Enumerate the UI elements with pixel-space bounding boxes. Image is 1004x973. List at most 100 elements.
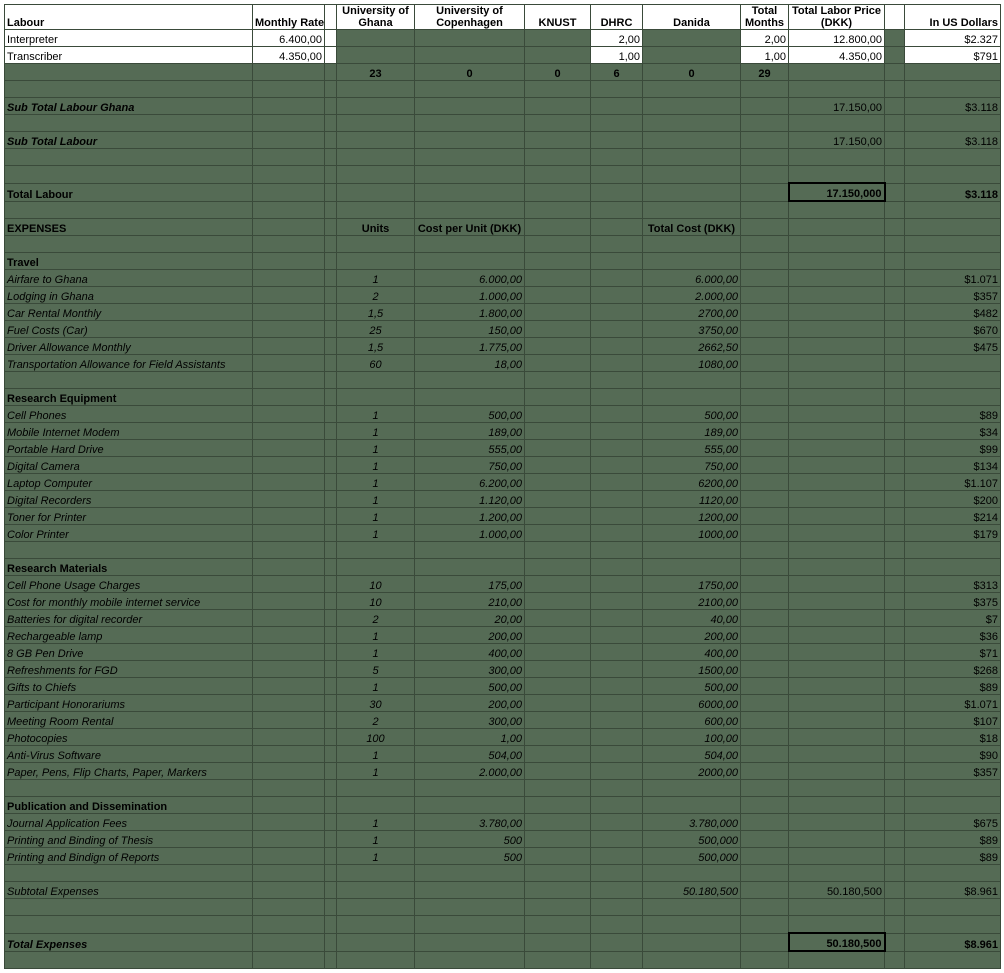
- labour-usd: $2.327: [905, 30, 1001, 47]
- expense-usd: $357: [905, 763, 1001, 780]
- expense-usd: $675: [905, 814, 1001, 831]
- expense-cpu: 555,00: [415, 440, 525, 457]
- expense-usd: $268: [905, 661, 1001, 678]
- expense-total-cost: 40,00: [643, 610, 741, 627]
- expense-label: Rechargeable lamp: [5, 627, 253, 644]
- expense-label: Anti-Virus Software: [5, 746, 253, 763]
- labour-months: 1,00: [741, 47, 789, 64]
- expense-usd: $1.107: [905, 474, 1001, 491]
- labour-price: 12.800,00: [789, 30, 885, 47]
- expense-cpu: 1.200,00: [415, 508, 525, 525]
- expense-total-cost: 2100,00: [643, 593, 741, 610]
- expense-usd: $670: [905, 321, 1001, 338]
- expense-units: 1: [337, 644, 415, 661]
- expense-units: 1: [337, 627, 415, 644]
- expense-cpu: 2.000,00: [415, 763, 525, 780]
- expense-label: Meeting Room Rental: [5, 712, 253, 729]
- expense-cpu: 504,00: [415, 746, 525, 763]
- col-total-cost: Total Cost (DKK): [643, 219, 741, 236]
- section-title: Research Materials: [5, 559, 253, 576]
- expense-label: Cell Phone Usage Charges: [5, 576, 253, 593]
- expense-label: 8 GB Pen Drive: [5, 644, 253, 661]
- expense-label: Fuel Costs (Car): [5, 321, 253, 338]
- expense-usd: $34: [905, 423, 1001, 440]
- expense-label: Lodging in Ghana: [5, 287, 253, 304]
- total-expenses-usd: $8.961: [905, 933, 1001, 951]
- expense-total-cost: 2.000,00: [643, 287, 741, 304]
- expenses-heading: EXPENSES: [5, 219, 253, 236]
- expense-total-cost: 555,00: [643, 440, 741, 457]
- expense-total-cost: 500,00: [643, 406, 741, 423]
- subtotal-expenses-usd: $8.961: [905, 882, 1001, 899]
- expense-units: 1: [337, 831, 415, 848]
- expense-total-cost: 500,000: [643, 831, 741, 848]
- sum-danida: 0: [643, 64, 741, 81]
- expense-units: 1: [337, 746, 415, 763]
- expense-usd: $36: [905, 627, 1001, 644]
- expense-total-cost: 1120,00: [643, 491, 741, 508]
- col-total-labor-price: Total Labor Price(DKK): [789, 5, 885, 30]
- expense-cpu: 500,00: [415, 406, 525, 423]
- expense-label: Transportation Allowance for Field Assis…: [5, 355, 253, 372]
- section-title: Research Equipment: [5, 389, 253, 406]
- expense-label: Printing and Binding of Thesis: [5, 831, 253, 848]
- expense-cpu: 200,00: [415, 627, 525, 644]
- expense-total-cost: 189,00: [643, 423, 741, 440]
- expense-usd: $475: [905, 338, 1001, 355]
- expense-units: 1: [337, 678, 415, 695]
- expense-units: 1: [337, 763, 415, 780]
- expense-units: 1: [337, 474, 415, 491]
- expense-units: 1: [337, 525, 415, 542]
- expense-usd: $71: [905, 644, 1001, 661]
- total-labour-usd: $3.118: [905, 183, 1001, 201]
- budget-table: LabourMonthly RateUniversity ofGhanaUniv…: [4, 4, 1001, 969]
- expense-usd: $107: [905, 712, 1001, 729]
- expense-cpu: 1.120,00: [415, 491, 525, 508]
- total-expenses-label: Total Expenses: [5, 933, 253, 951]
- expense-units: 10: [337, 593, 415, 610]
- subtotal-expenses-tcost: 50.180,500: [643, 882, 741, 899]
- expense-cpu: 3.780,00: [415, 814, 525, 831]
- expense-label: Journal Application Fees: [5, 814, 253, 831]
- labour-dhrc: 1,00: [591, 47, 643, 64]
- expense-total-cost: 1500,00: [643, 661, 741, 678]
- sum-dhrc: 6: [591, 64, 643, 81]
- subtotal-labour-ghana-usd: $3.118: [905, 98, 1001, 115]
- expense-total-cost: 504,00: [643, 746, 741, 763]
- total-expenses-price: 50.180,500: [789, 933, 885, 951]
- expense-total-cost: 1200,00: [643, 508, 741, 525]
- expense-cpu: 1.800,00: [415, 304, 525, 321]
- expense-cpu: 500: [415, 831, 525, 848]
- subtotal-labour-usd: $3.118: [905, 132, 1001, 149]
- expense-total-cost: 3750,00: [643, 321, 741, 338]
- col-ug: University ofGhana: [337, 5, 415, 30]
- expense-total-cost: 6200,00: [643, 474, 741, 491]
- expense-usd: $7: [905, 610, 1001, 627]
- expense-cpu: 300,00: [415, 712, 525, 729]
- expense-cpu: 1.775,00: [415, 338, 525, 355]
- expense-units: 1: [337, 270, 415, 287]
- sum-ug: 23: [337, 64, 415, 81]
- expense-label: Mobile Internet Modem: [5, 423, 253, 440]
- expense-units: 100: [337, 729, 415, 746]
- subtotal-expenses-label: Subtotal Expenses: [5, 882, 253, 899]
- sum-knust: 0: [525, 64, 591, 81]
- expense-usd: $89: [905, 406, 1001, 423]
- total-labour-price: 17.150,000: [789, 183, 885, 201]
- col-danida: Danida: [643, 5, 741, 30]
- expense-label: Cell Phones: [5, 406, 253, 423]
- subtotal-labour-price: 17.150,00: [789, 132, 885, 149]
- expense-units: 10: [337, 576, 415, 593]
- expense-cpu: 400,00: [415, 644, 525, 661]
- expense-cpu: 500,00: [415, 678, 525, 695]
- col-monthly-rate: Monthly Rate: [253, 5, 325, 30]
- expense-units: 1: [337, 814, 415, 831]
- expense-usd: $375: [905, 593, 1001, 610]
- col-dhrc: DHRC: [591, 5, 643, 30]
- expense-usd: $200: [905, 491, 1001, 508]
- expense-total-cost: 1000,00: [643, 525, 741, 542]
- expense-cpu: 500: [415, 848, 525, 865]
- labour-dhrc: 2,00: [591, 30, 643, 47]
- expense-total-cost: 500,000: [643, 848, 741, 865]
- expense-label: Toner for Printer: [5, 508, 253, 525]
